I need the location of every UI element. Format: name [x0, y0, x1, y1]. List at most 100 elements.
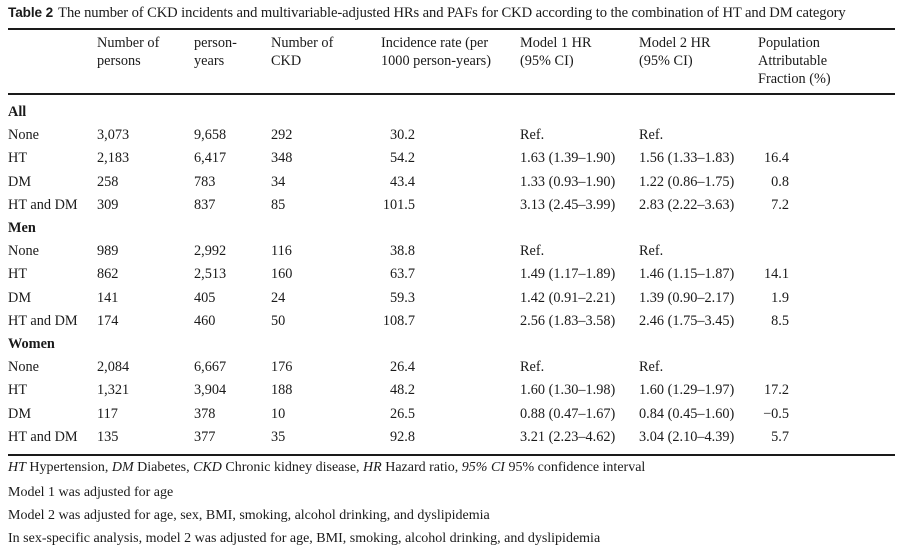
cell-persons: 2,084 — [97, 359, 130, 376]
table-row: DM 258 783 34 43.4 1.33 (0.93–1.90) 1.22 (0.86… — [0, 174, 906, 197]
cell-persons: 989 — [97, 243, 119, 260]
header-line: (95% CI) — [520, 53, 574, 69]
cell-ckd: 34 — [271, 173, 286, 190]
header-line: persons — [97, 53, 141, 69]
cell-model2: 1.60 (1.29–1.97) — [639, 382, 735, 399]
abbreviation: HT — [8, 460, 26, 475]
cell-model1: 1.49 (1.17–1.89) — [520, 266, 616, 283]
cell-incidence: 48.2 — [389, 382, 415, 399]
header-model1: Model 1 HR (95% CI) — [520, 34, 592, 70]
cell-model2: 1.39 (0.90–2.17) — [639, 289, 735, 306]
cell-persons: 174 — [97, 312, 119, 329]
table-row: DM 117 378 10 26.5 0.88 (0.47–1.67) 0.84 (0.45… — [0, 406, 906, 429]
cell-category: None — [8, 359, 39, 376]
cell-person-years: 9,658 — [194, 127, 227, 144]
cell-paf: 17.2 — [763, 382, 789, 399]
cell-ckd: 50 — [271, 312, 286, 329]
cell-category: DM — [8, 405, 32, 422]
cell-incidence: 30.2 — [389, 127, 415, 144]
header-ckd: Number of CKD — [271, 34, 333, 70]
abbreviation-definition: 95% confidence interval — [504, 460, 646, 475]
cell-person-years: 783 — [194, 173, 216, 190]
header-line: Model 1 HR — [520, 35, 592, 51]
header-line: years — [194, 53, 225, 69]
cell-incidence: 108.7 — [382, 312, 415, 329]
cell-category: HT and DM — [8, 196, 78, 213]
section-header-row: All — [0, 104, 906, 127]
cell-model2: 2.46 (1.75–3.45) — [639, 312, 735, 329]
cell-model1: Ref. — [520, 127, 545, 144]
cell-ckd: 176 — [271, 359, 293, 376]
bottom-rule — [8, 454, 895, 456]
cell-category: HT — [8, 382, 28, 399]
cell-paf: 7.2 — [771, 196, 789, 213]
cell-persons: 1,321 — [97, 382, 130, 399]
cell-model1: 1.33 (0.93–1.90) — [520, 173, 616, 190]
cell-model1: 2.56 (1.83–3.58) — [520, 312, 616, 329]
cell-person-years: 837 — [194, 196, 216, 213]
header-rule — [8, 93, 895, 95]
cell-person-years: 2,513 — [194, 266, 227, 283]
cell-incidence: 54.2 — [389, 150, 415, 167]
cell-ckd: 160 — [271, 266, 293, 283]
header-line: Incidence rate (per — [381, 35, 489, 51]
cell-person-years: 405 — [194, 289, 216, 306]
table-row: HT and DM 174 460 50 108.7 2.56 (1.83–3.58) 2.… — [0, 313, 906, 336]
cell-person-years: 2,992 — [194, 243, 227, 260]
cell-person-years: 6,667 — [194, 359, 227, 376]
header-line: CKD — [271, 53, 302, 69]
cell-ckd: 35 — [271, 428, 286, 445]
cell-category: HT — [8, 266, 28, 283]
header-persons: Number of persons — [97, 34, 159, 70]
cell-person-years: 460 — [194, 312, 216, 329]
cell-model2: 1.22 (0.86–1.75) — [639, 173, 735, 190]
cell-ckd: 85 — [271, 196, 286, 213]
abbreviation: HR — [363, 460, 382, 475]
abbreviation-definition: Chronic kidney disease, — [221, 460, 364, 475]
header-line: Population — [758, 35, 820, 51]
header-incidence: Incidence rate (per 1000 person-years) — [381, 34, 491, 70]
cell-category: None — [8, 127, 39, 144]
header-line: Model 2 HR — [639, 35, 711, 51]
abbreviation-definition: Hypertension, — [25, 460, 112, 475]
table-row: HT and DM 309 837 85 101.5 3.13 (2.45–3.99) 2.… — [0, 197, 906, 220]
cell-ckd: 348 — [271, 150, 293, 167]
cell-persons: 2,183 — [97, 150, 130, 167]
cell-ckd: 292 — [271, 127, 293, 144]
footnote-model1: Model 1 was adjusted for age — [8, 485, 174, 500]
section-title: All — [8, 104, 27, 120]
cell-incidence: 38.8 — [389, 243, 415, 260]
cell-model1: 0.88 (0.47–1.67) — [520, 405, 616, 422]
cell-person-years: 3,904 — [194, 382, 227, 399]
cell-model1: 3.13 (2.45–3.99) — [520, 196, 616, 213]
cell-category: HT and DM — [8, 312, 78, 329]
cell-category: None — [8, 243, 39, 260]
cell-category: HT — [8, 150, 28, 167]
table-row: None 2,084 6,667 176 26.4 Ref. Ref. — [0, 359, 906, 382]
cell-model2: 2.83 (2.22–3.63) — [639, 196, 735, 213]
cell-model2: Ref. — [639, 359, 664, 376]
abbreviation: DM — [111, 460, 134, 475]
section-title: Women — [8, 336, 55, 352]
abbreviation: 95% CI — [461, 460, 505, 475]
table-row: None 989 2,992 116 38.8 Ref. Ref. — [0, 243, 906, 266]
table-row: DM 141 405 24 59.3 1.42 (0.91–2.21) 1.39 (0.90… — [0, 290, 906, 313]
cell-incidence: 63.7 — [389, 266, 415, 283]
cell-incidence: 101.5 — [382, 196, 415, 213]
cell-persons: 258 — [97, 173, 119, 190]
cell-incidence: 26.4 — [389, 359, 415, 376]
table-row: HT 2,183 6,417 348 54.2 1.63 (1.39–1.90) 1.56 … — [0, 150, 906, 173]
cell-model2: 3.04 (2.10–4.39) — [639, 428, 735, 445]
header-line: 1000 person-years) — [381, 53, 491, 69]
cell-persons: 141 — [97, 289, 119, 306]
table-title: The number of CKD incidents and multivar… — [58, 5, 846, 21]
cell-category: DM — [8, 173, 32, 190]
table-row: HT and DM 135 377 35 92.8 3.21 (2.23–4.62) 3.0… — [0, 429, 906, 452]
cell-persons: 309 — [97, 196, 119, 213]
cell-paf: 14.1 — [763, 266, 789, 283]
cell-model1: 1.63 (1.39–1.90) — [520, 150, 616, 167]
cell-incidence: 92.8 — [389, 428, 415, 445]
cell-model1: 3.21 (2.23–4.62) — [520, 428, 616, 445]
abbreviation: CKD — [193, 460, 222, 475]
top-rule — [8, 28, 895, 30]
